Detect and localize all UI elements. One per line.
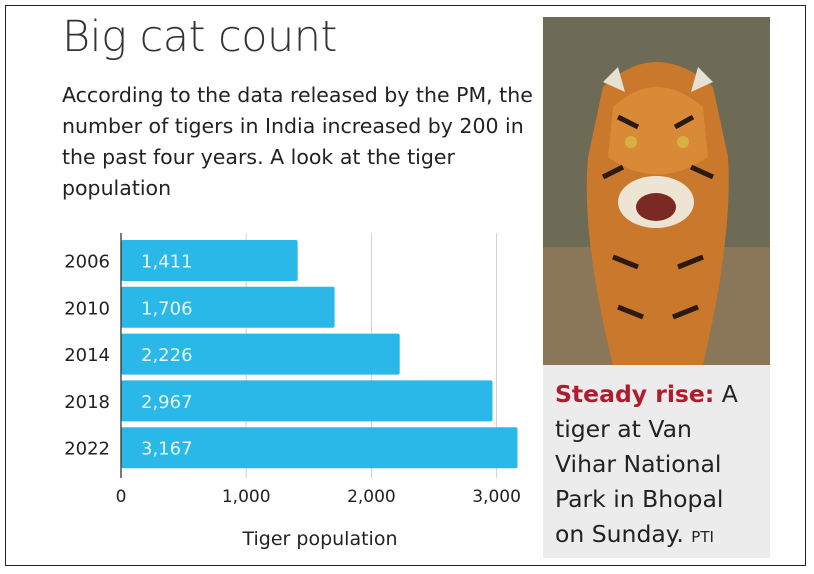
y-tick-label: 2014 (64, 345, 110, 366)
caption-text: A tiger at Van Vihar National Park in Bh… (555, 380, 738, 548)
bar-value-label: 1,706 (141, 298, 193, 319)
y-tick-label: 2010 (64, 298, 110, 319)
caption-credit: PTI (691, 528, 714, 546)
bar-value-label: 3,167 (141, 439, 193, 460)
bar-2010 (121, 286, 335, 328)
caption-lead: Steady rise: (555, 380, 715, 408)
subtitle: According to the data released by the PM… (62, 83, 533, 200)
bar-2018 (121, 380, 493, 422)
x-tick-label: 0 (116, 487, 127, 507)
y-tick-label: 2022 (64, 439, 110, 460)
tiger-photo (543, 17, 770, 365)
photo-caption: Steady rise: A tiger at Van Vihar Nation… (543, 365, 770, 558)
bar-2006 (121, 240, 298, 281)
x-tick-label: 1,000 (222, 487, 271, 507)
bar-value-label: 2,226 (141, 345, 193, 366)
x-tick-label: 3,000 (472, 487, 521, 507)
bar-chart: 0 1,000 2,000 3,000 1,411 2006 1,706 2010 2,226 2… (64, 233, 521, 550)
infographic-frame (5, 5, 806, 566)
x-axis-label: Tiger population (241, 528, 397, 550)
bar-2014 (121, 333, 400, 375)
bar-value-label: 2,967 (141, 392, 193, 413)
page-title: Big cat count (62, 12, 337, 62)
y-tick-label: 2006 (64, 252, 110, 273)
x-tick-label: 2,000 (347, 487, 396, 507)
y-tick-label: 2018 (64, 392, 110, 413)
bar-value-label: 1,411 (141, 252, 193, 273)
bar-2022 (121, 427, 518, 469)
